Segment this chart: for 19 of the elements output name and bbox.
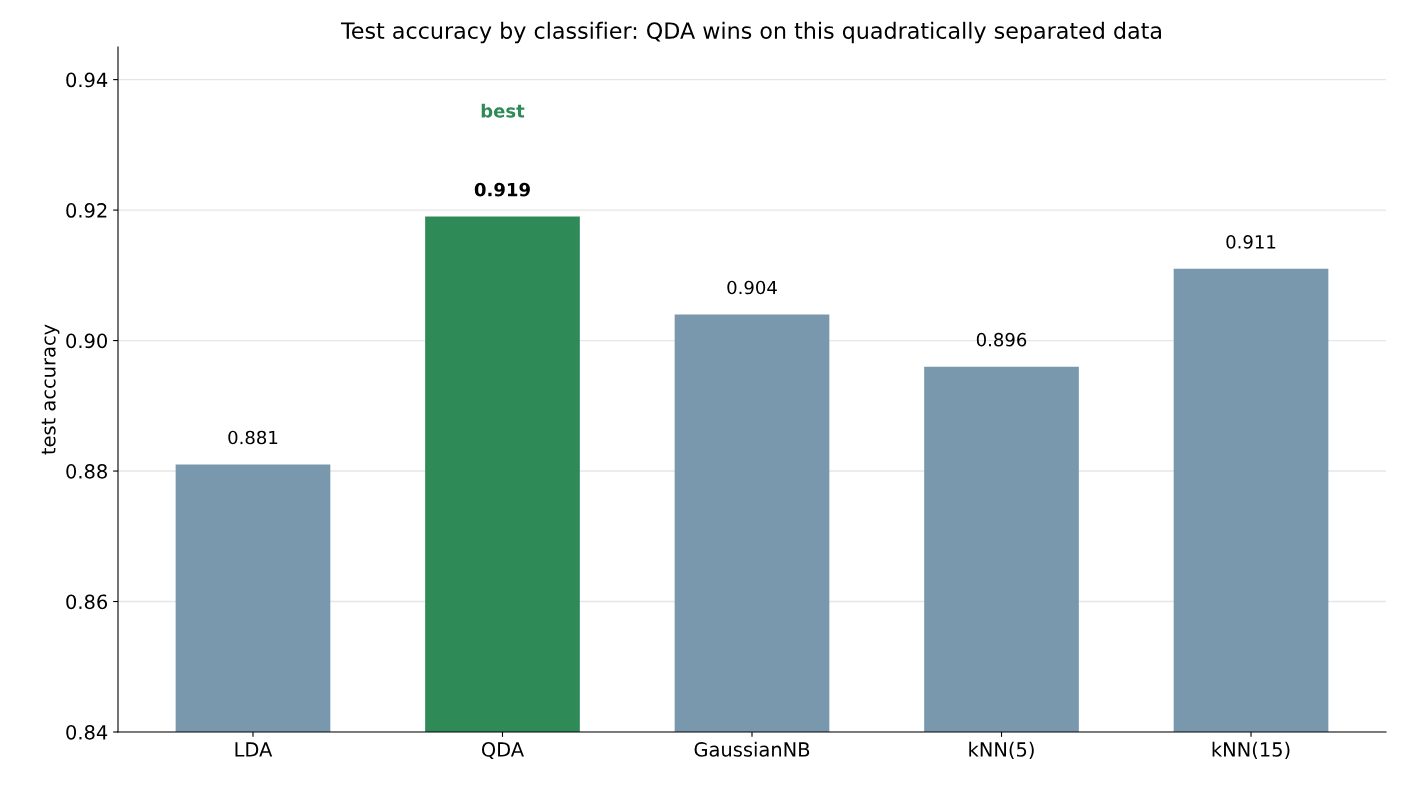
y-tick-label: 0.92 [66,203,107,218]
annotation: best [481,103,525,118]
data-label: 0.911 [1226,234,1276,249]
y-axis-title: test accuracy [41,324,60,455]
y-tick-label: 0.88 [66,464,107,479]
data-label: 0.904 [727,280,777,295]
x-tick-label: kNN(5) [969,741,1034,760]
x-tick-label: GaussianNB [694,741,810,757]
data-label: 0.881 [228,430,278,445]
x-tick-label: LDA [235,742,273,757]
data-label: 0.896 [976,332,1027,347]
y-tick-label: 0.94 [66,72,108,88]
x-tick-label: QDA [481,742,524,759]
data-label: 0.919 [474,182,530,197]
y-tick-label: 0.84 [66,724,108,740]
y-tick-label: 0.90 [66,333,107,349]
y-tick-label: 0.86 [66,594,108,610]
chart-title: Test accuracy by classifier: QDA wins on this quadratically separated data [340,21,1161,44]
x-tick-label: kNN(15) [1212,741,1290,760]
